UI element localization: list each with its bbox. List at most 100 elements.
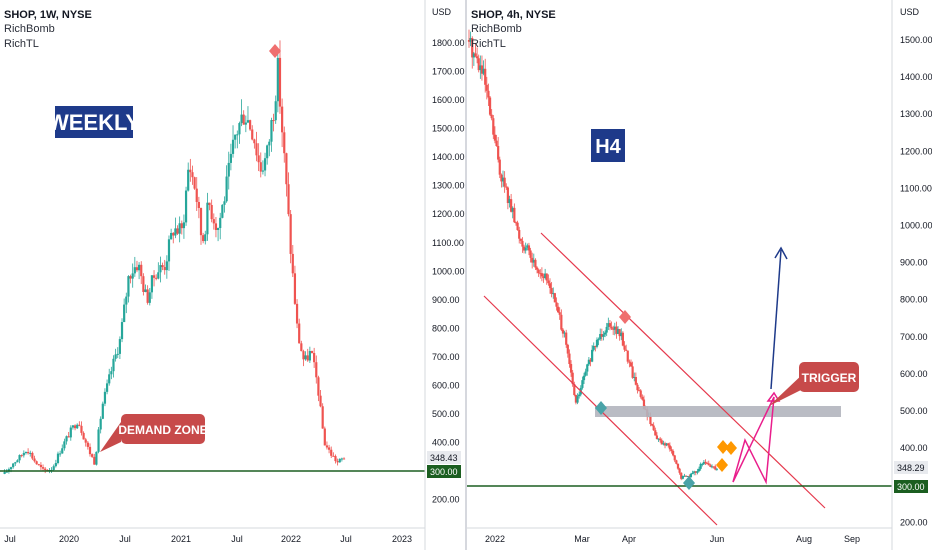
candle-body	[697, 468, 701, 472]
candle-body	[259, 162, 262, 172]
y-axis-strip	[892, 0, 932, 550]
candle-body	[691, 472, 694, 474]
candle-body	[133, 267, 136, 274]
last-price-tag	[894, 461, 928, 474]
candle-body	[631, 366, 634, 378]
candle-body	[591, 349, 594, 362]
y-tick-label: 1500.00	[900, 35, 932, 45]
y-tick-label: 1200.00	[432, 209, 465, 219]
candle-body	[490, 114, 493, 119]
candle-body	[676, 463, 680, 469]
candle-body	[112, 358, 115, 372]
candle-body	[71, 425, 75, 428]
candle-body	[298, 323, 301, 344]
candle-body	[5, 471, 8, 473]
last-price-tag	[427, 451, 461, 464]
candle-body	[500, 174, 503, 182]
candle-body	[603, 332, 607, 335]
candle-body	[638, 390, 641, 392]
candle-body	[20, 455, 23, 457]
y-tick-label: 600.00	[900, 369, 928, 379]
candle-body	[610, 326, 613, 329]
candle-body	[501, 177, 505, 182]
candle-body	[587, 359, 590, 365]
candle-body	[131, 273, 134, 279]
candle-body	[684, 475, 688, 477]
candle-body	[161, 265, 164, 268]
candle-body	[714, 466, 717, 470]
signal-diamond-2	[725, 441, 737, 455]
y-tick-label: 1400.00	[432, 152, 465, 162]
candle-body	[327, 447, 331, 450]
candle-body	[563, 332, 566, 334]
candle-body	[492, 118, 495, 135]
candle-body	[14, 462, 17, 464]
y-tick-label: 200.00	[900, 517, 928, 527]
candle-body	[76, 424, 79, 429]
candle-body	[657, 438, 660, 440]
indicator-richtl[interactable]: RichTL	[471, 38, 506, 50]
candle-body	[225, 176, 228, 202]
demand-zone-label: DEMAND ZONE	[118, 423, 207, 437]
candle-body	[33, 458, 36, 462]
y-tick-label: 1000.00	[900, 221, 932, 231]
y-tick-label: 1300.00	[432, 181, 465, 191]
candle-body	[321, 406, 324, 429]
y-tick-label: 900.00	[900, 258, 928, 268]
weekly-chart-panel[interactable]: WEEKLY DEMAND ZONE USD 1800.00 1700.00 160…	[0, 0, 465, 550]
indicator-richbomb[interactable]: RichBomb	[471, 23, 522, 35]
candle-body	[172, 232, 175, 236]
candle-body	[474, 53, 477, 57]
h4-chart-panel[interactable]: H4 TRIGGER USD 1500.00 1400.00 1300.00 1200…	[467, 0, 932, 550]
x-tick-label: Aug	[796, 534, 812, 544]
candle-body	[498, 159, 501, 175]
candle-body	[641, 396, 644, 400]
candle-body	[602, 334, 605, 337]
candle-body	[249, 120, 252, 130]
candle-body	[281, 106, 284, 133]
candle-body	[86, 442, 89, 447]
candle-body	[706, 463, 709, 465]
indicator-richbomb[interactable]: RichBomb	[4, 23, 55, 35]
candle-body	[214, 223, 218, 231]
candle-body	[683, 475, 686, 477]
h4-chart[interactable]: H4 TRIGGER USD 1500.00 1400.00 1300.00 1200…	[467, 0, 932, 550]
symbol-title[interactable]: SHOP, 1W, NYSE	[4, 9, 92, 21]
candle-body	[63, 441, 66, 449]
trigger-callout	[799, 362, 859, 392]
candle-body	[712, 466, 715, 468]
candle-body	[146, 289, 149, 303]
x-tick-label: Apr	[622, 534, 636, 544]
candle-body	[662, 443, 665, 445]
y-tick-label: 700.00	[432, 352, 460, 362]
candle-body	[180, 223, 183, 229]
x-axis-labels: Jul 2020 Jul 2021 Jul 2022 Jul 2023	[4, 534, 412, 544]
candle-body	[506, 187, 509, 204]
candle-body	[152, 275, 156, 278]
candle-body	[552, 293, 555, 295]
candle-body	[334, 456, 337, 462]
candle-body	[9, 467, 13, 470]
candle-body	[540, 273, 543, 277]
indicator-richtl[interactable]: RichTL	[4, 38, 39, 50]
supply-zone-rect	[595, 406, 841, 417]
panel-divider[interactable]	[465, 0, 467, 550]
y-tick-label: 1100.00	[900, 183, 932, 193]
candle-body	[707, 463, 710, 466]
candle-body	[665, 443, 668, 446]
candle-body	[649, 416, 652, 425]
candle-body	[302, 351, 305, 360]
candle-body	[227, 162, 230, 177]
candle-body	[701, 463, 704, 465]
candle-body	[24, 452, 28, 454]
candle-body	[61, 448, 64, 454]
candle-body	[319, 395, 322, 407]
candle-body	[16, 460, 19, 463]
candle-body	[485, 84, 488, 91]
y-tick-label: 800.00	[900, 295, 928, 305]
weekly-chart[interactable]: WEEKLY DEMAND ZONE USD 1800.00 1700.00 160…	[0, 0, 465, 550]
candle-body	[93, 456, 96, 465]
symbol-title[interactable]: SHOP, 4h, NYSE	[471, 9, 556, 21]
candle-body	[667, 443, 670, 446]
candle-body	[615, 326, 618, 334]
